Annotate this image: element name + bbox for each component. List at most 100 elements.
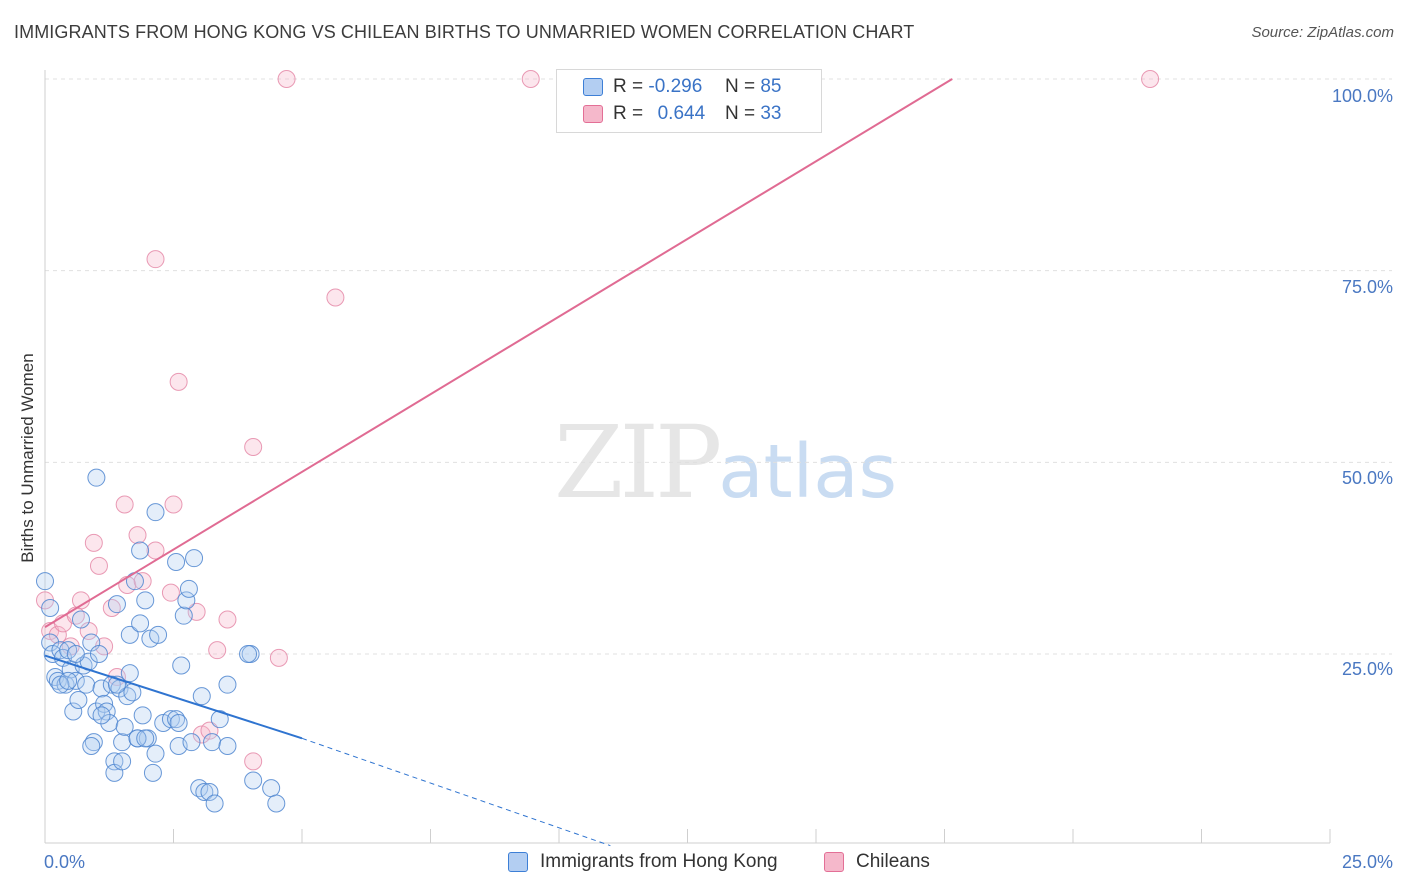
legend-n-label: N = <box>724 103 756 124</box>
chileans-point <box>218 610 237 629</box>
hong-kong-point <box>203 733 222 752</box>
chileans-point <box>128 526 147 545</box>
hong-kong-point <box>179 579 198 598</box>
hong-kong-point <box>113 733 132 752</box>
chileans-point <box>326 288 345 307</box>
legend-swatch-pink <box>583 105 603 123</box>
bottom-legend-chileans: Chileans <box>824 851 930 873</box>
legend-r-label: R = <box>613 76 644 97</box>
chileans-point <box>277 70 296 88</box>
hong-kong-point <box>185 549 204 568</box>
hong-kong-point <box>146 503 165 522</box>
hong-kong-point <box>92 679 111 698</box>
chileans-point <box>115 495 134 514</box>
hong-kong-point <box>36 572 54 591</box>
hong-kong-point <box>143 763 162 782</box>
hong-kong-point <box>136 729 155 748</box>
hong-kong-point <box>131 614 150 633</box>
x-tick-label-min: 0.0% <box>44 852 86 872</box>
chileans-point <box>84 533 103 552</box>
chart-title: IMMIGRANTS FROM HONG KONG VS CHILEAN BIR… <box>14 22 915 42</box>
hong-kong-point <box>205 794 224 813</box>
hong-kong-point <box>195 783 214 801</box>
hong-kong-point <box>167 553 186 571</box>
legend-n-value: 33 <box>760 103 782 124</box>
chileans-point <box>164 495 183 514</box>
chileans-point <box>48 625 67 644</box>
hong-kong-point <box>131 541 150 560</box>
hong-kong-point <box>125 572 144 591</box>
hong-kong-point <box>262 779 281 798</box>
hong-kong-point <box>71 610 90 629</box>
chileans-point <box>269 648 288 667</box>
hong-kong-point <box>107 595 126 614</box>
hong-kong-point <box>244 771 263 790</box>
chileans-point <box>200 721 219 740</box>
hong-kong-point <box>177 591 196 610</box>
y-tick-label-75: 75.0% <box>1341 277 1393 297</box>
y-tick-label-25: 25.0% <box>1341 659 1393 679</box>
hong-kong-point <box>192 687 211 706</box>
bottom-legend-swatch-pink <box>824 852 844 872</box>
hong-kong-point <box>218 737 237 755</box>
hong-kong-point <box>64 702 83 721</box>
hong-kong-point <box>115 717 134 736</box>
hong-kong-point <box>239 645 258 663</box>
bottom-legend-label: Immigrants from Hong Kong <box>540 851 778 872</box>
hong-kong-point <box>92 706 111 725</box>
bottom-legend-hong-kong: Immigrants from Hong Kong <box>508 851 778 873</box>
hong-kong-point <box>149 625 168 644</box>
hong-kong-point <box>77 675 96 694</box>
hong-kong-point <box>218 675 237 694</box>
bottom-legend-swatch-blue <box>508 852 528 872</box>
chileans-point <box>1141 70 1160 88</box>
hong-kong-point <box>66 671 85 690</box>
hong-kong-point <box>120 625 139 644</box>
chileans-point <box>521 70 540 88</box>
hong-kong-point <box>41 599 60 617</box>
chileans-point <box>133 572 152 591</box>
hong-kong-point <box>41 633 60 652</box>
hong-kong-trendline <box>44 654 303 740</box>
hong-kong-point <box>267 794 286 813</box>
chileans-point <box>169 372 188 391</box>
hong-kong-point <box>210 710 229 729</box>
hong-kong-trendline-extension <box>301 737 611 847</box>
legend-n-value: 85 <box>760 76 782 97</box>
legend-r-label: R = <box>613 103 644 124</box>
hong-kong-point <box>136 591 155 610</box>
hong-kong-point <box>128 729 147 748</box>
legend-r-value: -0.296 <box>648 76 703 97</box>
legend-row-hong-kong: R = -0.296 N = 85 <box>583 74 781 100</box>
hong-kong-point <box>172 656 191 675</box>
correlation-legend: R = -0.296 N = 85 R = 0.644 N = 33 <box>556 69 822 133</box>
hong-kong-point <box>146 744 165 763</box>
chileans-point <box>244 752 263 771</box>
y-tick-label-100: 100.0% <box>1331 86 1393 106</box>
watermark-atlas: atlas <box>718 429 898 515</box>
chileans-point <box>146 250 165 269</box>
y-axis-label: Births to Unmarried Women <box>18 353 37 563</box>
hong-kong-point <box>182 733 201 752</box>
hong-kong-point <box>89 645 108 663</box>
chileans-trendline <box>44 78 953 629</box>
chileans-point <box>89 556 108 575</box>
chileans-point <box>208 641 227 660</box>
legend-r-value: 0.644 <box>657 103 706 124</box>
legend-n-label: N = <box>724 76 756 97</box>
hong-kong-point <box>82 737 101 755</box>
hong-kong-point <box>120 664 139 683</box>
chileans-point <box>244 438 263 456</box>
y-tick-label-50: 50.0% <box>1341 468 1393 488</box>
hong-kong-point <box>133 706 152 725</box>
hong-kong-point <box>200 783 219 801</box>
hong-kong-point <box>87 468 106 487</box>
hong-kong-point <box>100 714 119 732</box>
chileans-point <box>146 541 165 560</box>
hong-kong-point <box>169 714 188 732</box>
legend-swatch-blue <box>583 78 603 96</box>
legend-row-chileans: R = 0.644 N = 33 <box>583 101 781 127</box>
chileans-point <box>161 583 180 602</box>
bottom-legend-label: Chileans <box>856 851 930 872</box>
